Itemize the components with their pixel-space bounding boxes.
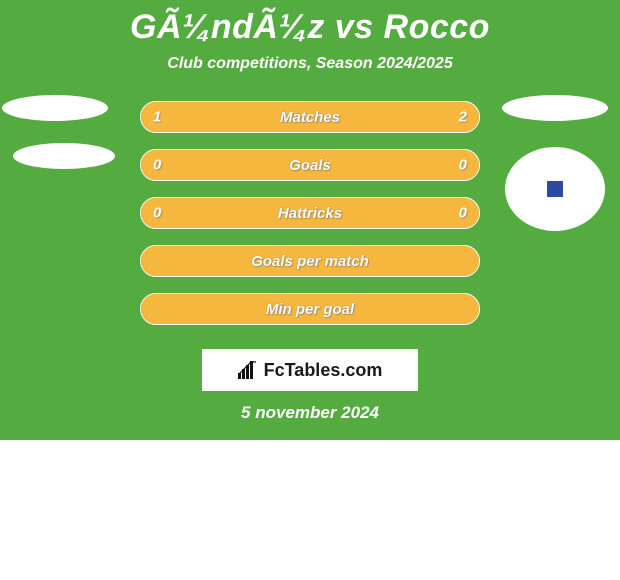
stat-label: Goals per match xyxy=(251,253,369,270)
stat-left-value: 0 xyxy=(153,157,161,174)
subtitle: Club competitions, Season 2024/2025 xyxy=(0,55,620,73)
stat-left-value: 1 xyxy=(153,109,161,126)
stat-row-hattricks: 0 Hattricks 0 xyxy=(140,197,480,229)
stat-label: Matches xyxy=(280,109,340,126)
stat-row-min-per-goal: Min per goal xyxy=(140,293,480,325)
stat-bars: 1 Matches 2 0 Goals 0 0 Hattricks 0 Goal… xyxy=(140,101,480,325)
stat-left-value: 0 xyxy=(153,205,161,222)
bars-icon xyxy=(238,361,260,379)
stat-right-value: 0 xyxy=(459,157,467,174)
brand-logo-box[interactable]: FcTables.com xyxy=(202,349,418,391)
stat-label: Min per goal xyxy=(266,301,354,318)
comparison-widget: GÃ¼ndÃ¼z vs Rocco Club competitions, Sea… xyxy=(0,0,620,440)
middle-section: 1 Matches 2 0 Goals 0 0 Hattricks 0 Goal… xyxy=(0,101,620,341)
stat-label: Hattricks xyxy=(278,205,342,222)
flag-icon xyxy=(547,181,563,197)
brand-text: FcTables.com xyxy=(264,360,383,381)
stat-label: Goals xyxy=(289,157,331,174)
date-text: 5 november 2024 xyxy=(0,403,620,423)
stat-row-matches: 1 Matches 2 xyxy=(140,101,480,133)
team-right-badge-circle xyxy=(505,147,605,231)
team-left-col xyxy=(0,95,110,169)
team-left-shape-1 xyxy=(2,95,108,121)
brand-logo: FcTables.com xyxy=(238,360,383,381)
team-right-col xyxy=(500,95,610,231)
stat-row-goals: 0 Goals 0 xyxy=(140,149,480,181)
page-title: GÃ¼ndÃ¼z vs Rocco xyxy=(0,0,620,47)
stat-right-value: 2 xyxy=(459,109,467,126)
stat-right-value: 0 xyxy=(459,205,467,222)
stat-row-goals-per-match: Goals per match xyxy=(140,245,480,277)
team-right-shape-1 xyxy=(502,95,608,121)
team-left-shape-2 xyxy=(13,143,115,169)
